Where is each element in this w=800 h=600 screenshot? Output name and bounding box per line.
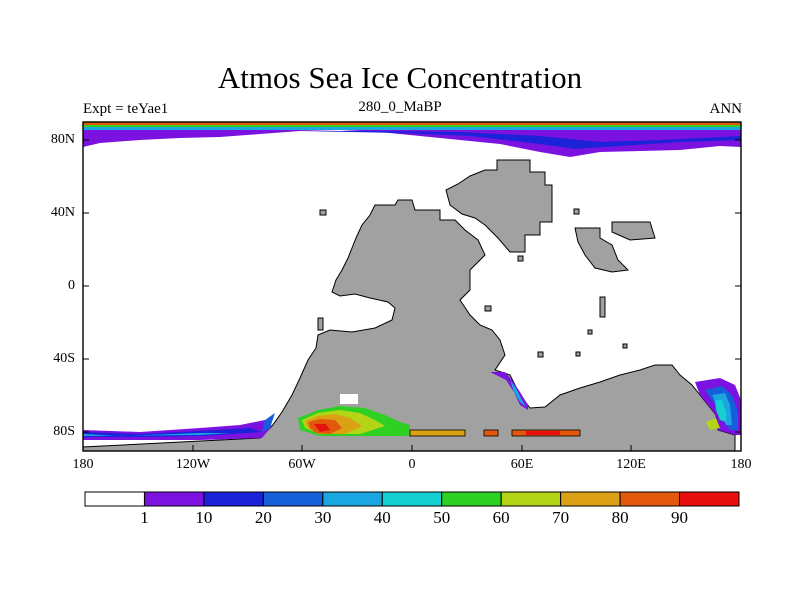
x-tick-label: 60E <box>510 457 534 472</box>
colorbar-swatch <box>262 491 324 507</box>
x-tick-label: 0 <box>408 457 416 472</box>
colorbar-label: 80 <box>611 508 629 527</box>
colorbar-swatch <box>143 491 205 507</box>
x-tick-label: 180 <box>72 457 94 472</box>
y-tick-label: 0 <box>68 278 75 293</box>
colorbar-swatch <box>560 491 621 507</box>
season-label: ANN <box>709 101 743 117</box>
y-tick-label: 80S <box>53 424 75 439</box>
plot-title: Atmos Sea Ice Concentration <box>217 60 583 95</box>
colorbar-label: 60 <box>492 508 510 527</box>
x-tick-label: 120E <box>616 457 646 472</box>
colorbar-swatch <box>619 491 681 507</box>
colorbar-label: 50 <box>433 508 451 527</box>
south-sea-ice <box>83 372 741 440</box>
experiment-label: Expt = teYae1 <box>83 101 169 117</box>
colorbar-label: 30 <box>314 508 332 527</box>
colorbar-swatch <box>322 491 383 507</box>
colorbar-label: 20 <box>254 508 272 527</box>
colorbar-label: 70 <box>552 508 570 527</box>
x-tick-label: 120W <box>175 457 211 472</box>
period-label: 280_0_MaBP <box>358 99 442 115</box>
y-tick-label: 80N <box>50 132 75 147</box>
land-mass <box>82 159 736 452</box>
north-sea-ice <box>83 122 741 157</box>
colorbar-swatch <box>679 491 740 507</box>
colorbar-swatch <box>381 491 443 507</box>
x-tick-label: 60W <box>288 457 316 472</box>
x-tick-label: 180 <box>730 457 752 472</box>
colorbar-label: 10 <box>195 508 213 527</box>
colorbar-swatch <box>203 491 264 507</box>
colorbar-swatch <box>84 491 145 507</box>
colorbar-label: 90 <box>671 508 689 527</box>
colorbar-swatch <box>441 491 502 507</box>
y-tick-label: 40N <box>50 205 75 220</box>
colorbar <box>84 491 740 507</box>
colorbar-swatch <box>500 491 562 507</box>
colorbar-label: 1 <box>140 508 149 527</box>
y-tick-label: 40S <box>53 351 75 366</box>
colorbar-label: 40 <box>373 508 391 527</box>
